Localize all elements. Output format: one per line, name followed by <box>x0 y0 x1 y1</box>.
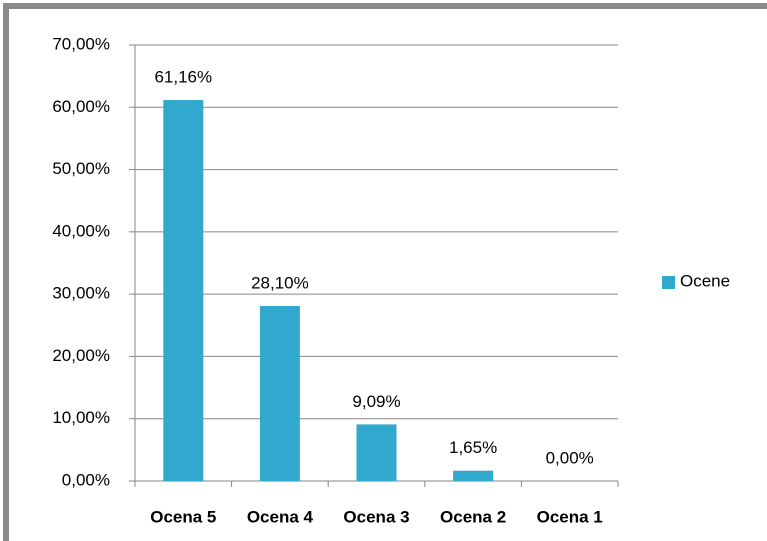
y-tick-label: 10,00% <box>52 408 110 427</box>
x-tick-label: Ocena 5 <box>150 507 216 526</box>
y-tick-label: 0,00% <box>62 470 110 489</box>
y-tick-label: 30,00% <box>52 284 110 303</box>
legend-label: Ocene <box>680 271 730 290</box>
y-tick-label: 60,00% <box>52 97 110 116</box>
data-label: 1,65% <box>449 438 497 457</box>
data-label: 0,00% <box>546 448 594 467</box>
frame-left <box>3 3 9 541</box>
y-tick-label: 40,00% <box>52 221 110 240</box>
x-tick-label: Ocena 2 <box>440 507 506 526</box>
data-label: 9,09% <box>352 392 400 411</box>
bar <box>453 470 494 481</box>
y-tick-label: 20,00% <box>52 346 110 365</box>
y-tick-label: 50,00% <box>52 159 110 178</box>
bar <box>259 305 300 481</box>
bar <box>163 100 204 481</box>
y-tick-label: 70,00% <box>52 34 110 53</box>
frame-top <box>3 3 767 9</box>
x-tick-label: Ocena 4 <box>247 507 314 526</box>
x-tick-label: Ocena 3 <box>343 507 409 526</box>
x-tick-label: Ocena 1 <box>537 507 603 526</box>
legend-swatch <box>662 276 675 289</box>
bar <box>356 424 397 481</box>
data-label: 61,16% <box>154 68 212 87</box>
data-label: 28,10% <box>251 273 309 292</box>
